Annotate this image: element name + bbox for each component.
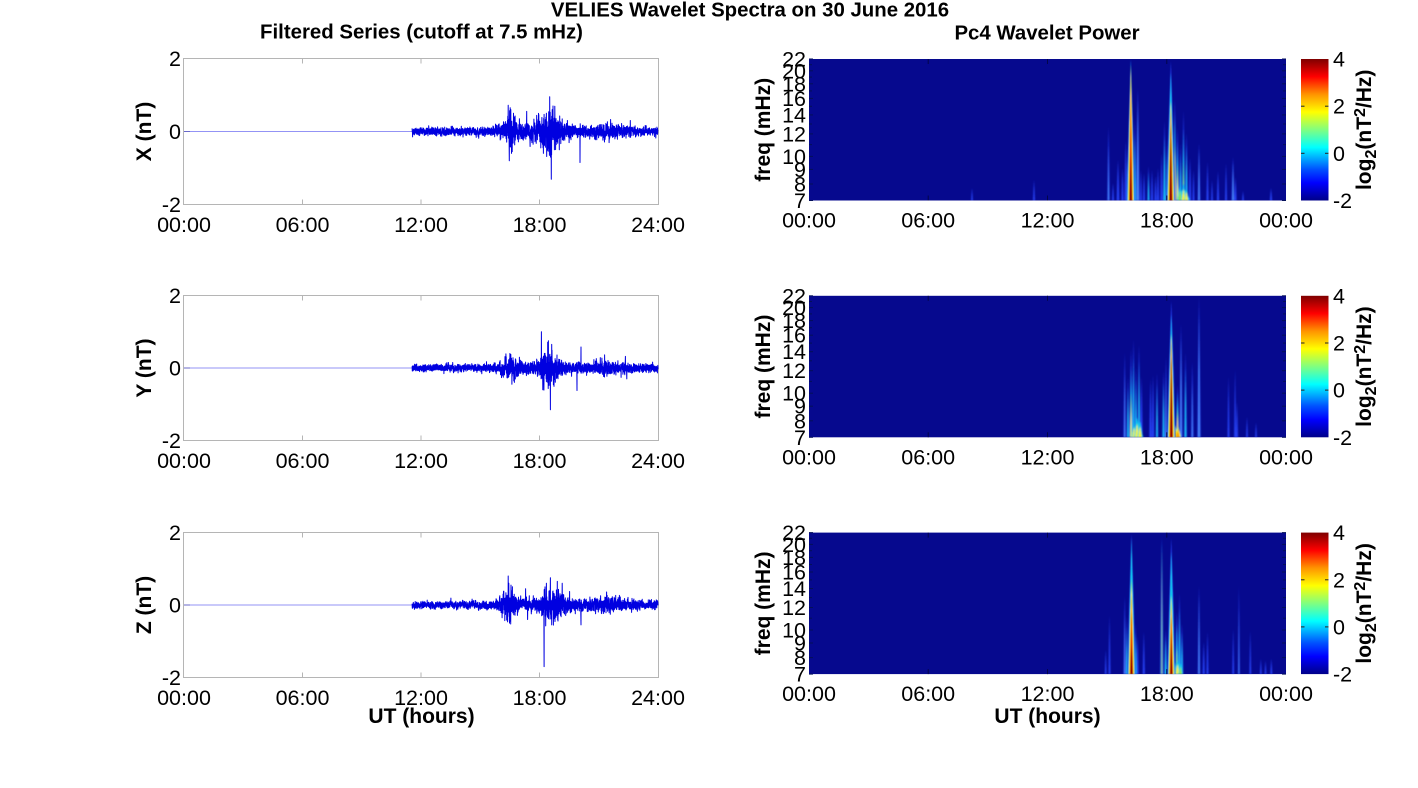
svg-text:12: 12 — [782, 122, 806, 146]
svg-text:24:00: 24:00 — [631, 449, 685, 473]
svg-text:18:00: 18:00 — [1140, 682, 1194, 706]
svg-text:9: 9 — [794, 395, 806, 419]
svg-text:24:00: 24:00 — [631, 213, 685, 237]
svg-text:14: 14 — [782, 340, 806, 364]
svg-text:Pc4 Wavelet Power: Pc4 Wavelet Power — [954, 23, 1139, 45]
svg-text:UT (hours): UT (hours) — [368, 705, 474, 728]
svg-text:14: 14 — [782, 103, 806, 127]
svg-text:18: 18 — [782, 546, 806, 570]
svg-text:freq (mHz): freq (mHz) — [752, 551, 775, 655]
svg-text:-2: -2 — [162, 193, 181, 217]
svg-text:00:00: 00:00 — [782, 682, 836, 706]
svg-text:-2: -2 — [1333, 189, 1352, 213]
svg-text:12:00: 12:00 — [394, 213, 448, 237]
svg-text:00:00: 00:00 — [782, 445, 836, 469]
svg-text:12:00: 12:00 — [394, 449, 448, 473]
svg-text:Filtered Series (cutoff at 7.5: Filtered Series (cutoff at 7.5 mHz) — [260, 22, 583, 44]
svg-text:10: 10 — [782, 619, 806, 643]
svg-text:22: 22 — [782, 521, 806, 545]
svg-text:9: 9 — [794, 158, 806, 182]
svg-text:06:00: 06:00 — [276, 686, 330, 710]
svg-text:7: 7 — [794, 426, 806, 450]
svg-text:06:00: 06:00 — [276, 213, 330, 237]
svg-text:00:00: 00:00 — [157, 213, 211, 237]
svg-text:8: 8 — [794, 646, 806, 670]
svg-text:0: 0 — [169, 120, 181, 144]
svg-text:-2: -2 — [162, 666, 181, 690]
svg-text:12:00: 12:00 — [1021, 209, 1075, 233]
svg-text:9: 9 — [794, 632, 806, 656]
svg-text:18: 18 — [782, 309, 806, 333]
svg-text:06:00: 06:00 — [901, 209, 955, 233]
svg-text:20: 20 — [782, 533, 806, 557]
svg-text:00:00: 00:00 — [1259, 445, 1313, 469]
svg-text:8: 8 — [794, 409, 806, 433]
svg-text:16: 16 — [782, 87, 806, 111]
svg-text:freq (mHz): freq (mHz) — [752, 315, 775, 419]
svg-text:12:00: 12:00 — [1021, 682, 1075, 706]
svg-text:log2(nT2/Hz): log2(nT2/Hz) — [1352, 543, 1379, 663]
svg-text:-2: -2 — [162, 429, 181, 453]
svg-text:Z (nT): Z (nT) — [133, 576, 156, 634]
svg-text:-2: -2 — [1333, 663, 1352, 687]
svg-text:18:00: 18:00 — [1140, 445, 1194, 469]
svg-text:16: 16 — [782, 561, 806, 585]
svg-text:log2(nT2/Hz): log2(nT2/Hz) — [1352, 306, 1379, 426]
svg-text:Y (nT): Y (nT) — [133, 338, 156, 397]
svg-text:14: 14 — [782, 577, 806, 601]
svg-text:18: 18 — [782, 72, 806, 96]
svg-text:2: 2 — [169, 284, 181, 308]
svg-text:00:00: 00:00 — [157, 686, 211, 710]
svg-text:UT (hours): UT (hours) — [994, 705, 1100, 728]
svg-text:log2(nT2/Hz): log2(nT2/Hz) — [1352, 70, 1379, 190]
svg-text:20: 20 — [782, 59, 806, 83]
svg-text:06:00: 06:00 — [901, 445, 955, 469]
svg-text:2: 2 — [1333, 332, 1345, 356]
svg-text:18:00: 18:00 — [1140, 209, 1194, 233]
svg-text:10: 10 — [782, 145, 806, 169]
svg-text:18:00: 18:00 — [513, 686, 567, 710]
svg-text:20: 20 — [782, 296, 806, 320]
svg-text:0: 0 — [1333, 379, 1345, 403]
svg-text:06:00: 06:00 — [901, 682, 955, 706]
svg-text:00:00: 00:00 — [157, 449, 211, 473]
svg-text:2: 2 — [1333, 568, 1345, 592]
svg-text:12: 12 — [782, 359, 806, 383]
svg-text:0: 0 — [1333, 615, 1345, 639]
svg-text:7: 7 — [794, 663, 806, 687]
svg-text:12:00: 12:00 — [394, 686, 448, 710]
svg-text:4: 4 — [1333, 521, 1345, 545]
svg-text:00:00: 00:00 — [782, 209, 836, 233]
svg-text:22: 22 — [782, 48, 806, 72]
svg-text:0: 0 — [1333, 142, 1345, 166]
svg-text:4: 4 — [1333, 284, 1345, 308]
svg-text:4: 4 — [1333, 48, 1345, 72]
svg-text:24:00: 24:00 — [631, 686, 685, 710]
svg-text:X (nT): X (nT) — [133, 102, 156, 161]
svg-text:16: 16 — [782, 324, 806, 348]
svg-text:18:00: 18:00 — [513, 449, 567, 473]
svg-text:-2: -2 — [1333, 426, 1352, 450]
svg-text:2: 2 — [169, 521, 181, 545]
svg-text:12:00: 12:00 — [1021, 445, 1075, 469]
svg-text:8: 8 — [794, 173, 806, 197]
svg-text:22: 22 — [782, 284, 806, 308]
svg-text:freq (mHz): freq (mHz) — [752, 78, 775, 182]
svg-text:10: 10 — [782, 382, 806, 406]
svg-text:2: 2 — [1333, 95, 1345, 119]
svg-text:18:00: 18:00 — [513, 213, 567, 237]
svg-text:2: 2 — [169, 47, 181, 71]
svg-text:VELIES Wavelet Spectra on 30 J: VELIES Wavelet Spectra on 30 June 2016 — [551, 0, 949, 22]
svg-text:0: 0 — [169, 357, 181, 381]
svg-text:12: 12 — [782, 596, 806, 620]
svg-text:0: 0 — [169, 594, 181, 618]
svg-text:00:00: 00:00 — [1259, 682, 1313, 706]
svg-text:7: 7 — [794, 189, 806, 213]
svg-text:00:00: 00:00 — [1259, 209, 1313, 233]
svg-text:06:00: 06:00 — [276, 449, 330, 473]
